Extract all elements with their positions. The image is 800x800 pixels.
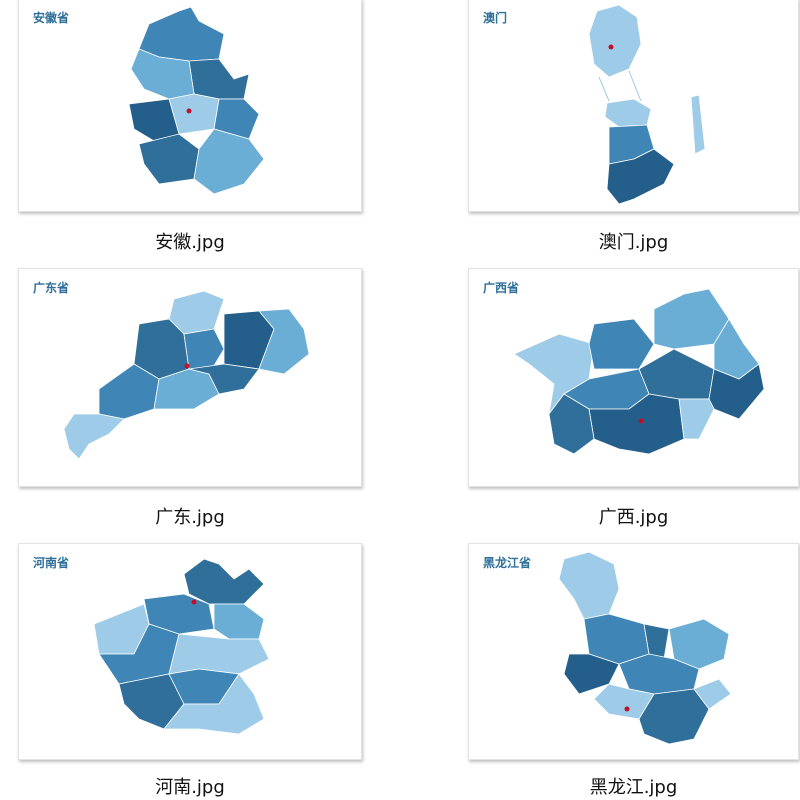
- file-name[interactable]: 河南.jpg: [155, 777, 225, 798]
- map-title: 安徽省: [33, 11, 70, 25]
- thumbnail[interactable]: 河南省: [18, 543, 362, 760]
- file-name[interactable]: 广西.jpg: [598, 507, 669, 528]
- map: [63, 290, 310, 460]
- file-name[interactable]: 澳门.jpg: [598, 232, 669, 253]
- map: [128, 6, 265, 195]
- map-title: 澳门: [483, 11, 508, 25]
- thumbnail[interactable]: 广东省: [18, 268, 362, 487]
- map: [558, 551, 732, 745]
- map: [513, 288, 765, 455]
- thumbnail[interactable]: 广西省: [468, 268, 799, 487]
- map-title: 广西省: [483, 281, 520, 295]
- thumbnail[interactable]: 安徽省: [18, 0, 362, 212]
- map-title: 黑龙江省: [483, 556, 532, 570]
- map-title: 河南省: [33, 556, 70, 570]
- map: [93, 558, 270, 735]
- file-name[interactable]: 黑龙江.jpg: [589, 777, 678, 798]
- file-name[interactable]: 广东.jpg: [155, 507, 225, 528]
- file-name[interactable]: 安徽.jpg: [155, 232, 225, 253]
- thumbnail[interactable]: 黑龙江省: [468, 543, 799, 760]
- thumbnail[interactable]: 澳门: [468, 0, 799, 212]
- map-title: 广东省: [33, 281, 70, 295]
- map: [588, 4, 706, 205]
